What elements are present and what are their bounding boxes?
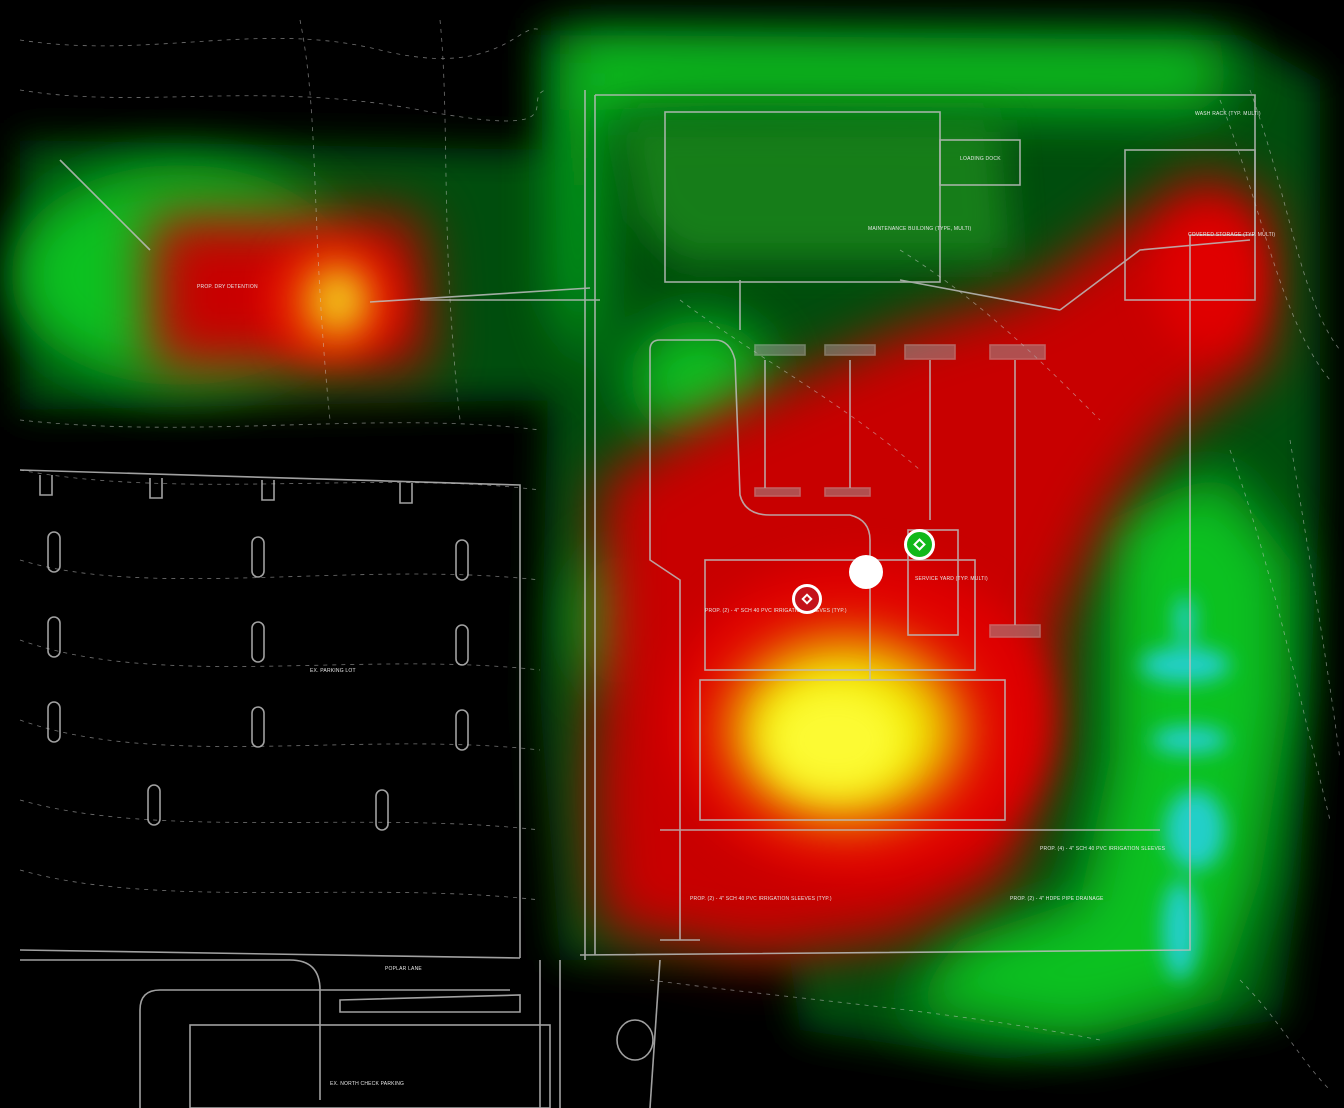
label-loading-dock: LOADING DOCK bbox=[960, 156, 1001, 162]
label-covered-storage: COVERED STORAGE (TYP. MULTI) bbox=[1188, 232, 1275, 238]
access-point-red-icon[interactable] bbox=[792, 584, 822, 614]
label-irrigation-sleeve: PROP. (2) - 4" SCH 40 PVC IRRIGATION SLE… bbox=[705, 608, 847, 614]
label-poplar-lane: POPLAR LANE bbox=[385, 966, 422, 972]
label-irrigation-sleeve-south: PROP. (2) - 4" SCH 40 PVC IRRIGATION SLE… bbox=[690, 896, 832, 902]
coverage-yellow-core bbox=[324, 278, 905, 795]
coverage-green-dim bbox=[620, 120, 1010, 260]
label-north-parking: EX. NORTH CHECK PARKING bbox=[330, 1081, 404, 1087]
current-location-icon[interactable] bbox=[849, 555, 883, 589]
access-point-green-icon[interactable] bbox=[904, 529, 935, 560]
label-parking-lot: EX. PARKING LOT bbox=[310, 668, 356, 674]
label-pvc-east: PROP. (4) - 4" SCH 40 PVC IRRIGATION SLE… bbox=[1040, 846, 1166, 852]
label-wash-rack: WASH RACK (TYP. MULTI) bbox=[1195, 111, 1261, 117]
label-drainage: PROP. (2) - 4" HDPE PIPE DRAINAGE bbox=[1010, 896, 1104, 902]
plan-labels: PROP. DRY DETENTION MAINTENANCE BUILDING… bbox=[197, 111, 1275, 1087]
coverage-cyan bbox=[1140, 595, 1230, 980]
label-west-building: PROP. DRY DETENTION bbox=[197, 284, 258, 290]
label-service-yard: SERVICE YARD (TYP. MULTI) bbox=[915, 576, 988, 582]
label-maintenance-building: MAINTENANCE BUILDING (TYPE, MULTI) bbox=[868, 226, 972, 232]
building-outlines bbox=[19, 90, 1256, 1108]
